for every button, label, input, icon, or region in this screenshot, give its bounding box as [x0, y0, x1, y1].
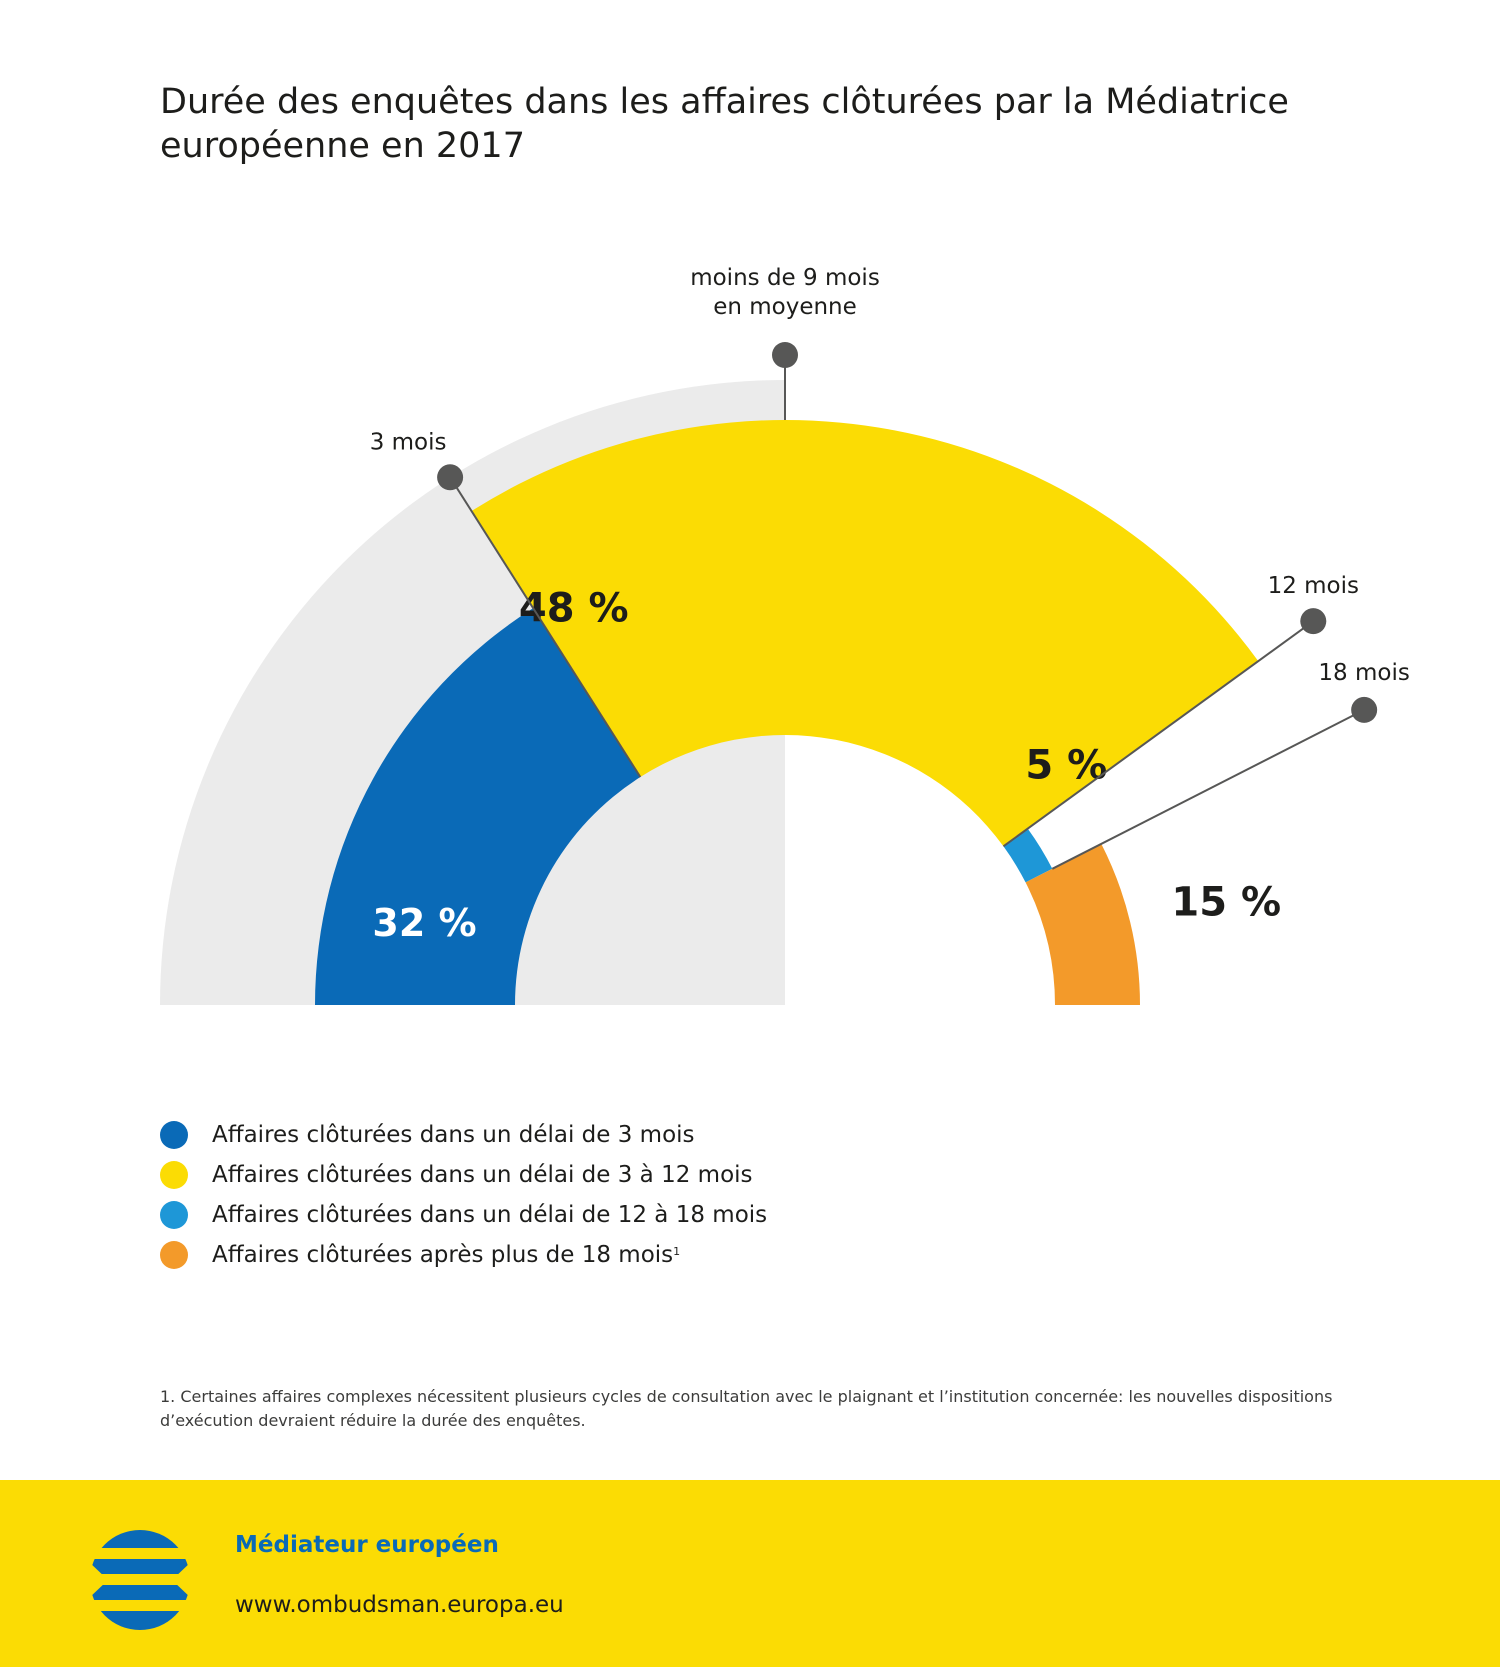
organization-name: Médiateur européen	[235, 1532, 499, 1558]
legend-item: Affaires clôturées après plus de 18 mois…	[160, 1235, 767, 1275]
marker-dot-12-mois	[1300, 608, 1327, 635]
legend-swatch	[160, 1201, 188, 1229]
segment-value-label-4: 15 %	[1171, 879, 1281, 925]
chart-title: Durée des enquêtes dans les affaires clô…	[160, 82, 1289, 166]
legend-swatch	[160, 1241, 188, 1269]
segment-value-label-1: 32 %	[372, 901, 476, 945]
legend-swatch	[160, 1121, 188, 1149]
segment-2	[471, 420, 1259, 847]
legend-swatch	[160, 1161, 188, 1189]
footer: Médiateur européen www.ombudsman.europa.…	[0, 1480, 1500, 1667]
marker-dot-18-mois	[1351, 696, 1378, 723]
leader-line-3-mois	[449, 476, 642, 778]
leader-line-18-mois	[1051, 709, 1365, 870]
legend-label: Affaires clôturées après plus de 18 mois	[212, 1242, 674, 1268]
legend-item: Affaires clôturées dans un délai de 12 à…	[160, 1195, 767, 1235]
leader-line-12-mois	[1002, 620, 1314, 848]
legend-item: Affaires clôturées dans un délai de 3 mo…	[160, 1115, 767, 1155]
website-url[interactable]: www.ombudsman.europa.eu	[235, 1592, 564, 1618]
legend-label: Affaires clôturées dans un délai de 3 à …	[212, 1162, 753, 1188]
segment-3	[1003, 828, 1053, 883]
marker-dot-3-mois	[437, 464, 464, 491]
annotation-12-mois: 12 mois	[1268, 573, 1359, 599]
european-ombudsman-logo-icon	[88, 1530, 192, 1630]
legend-label: Affaires clôturées dans un délai de 12 à…	[212, 1202, 768, 1228]
segment-value-label-2: 48 %	[519, 586, 629, 632]
annotation-3-mois: 3 mois	[370, 429, 447, 455]
segment-4	[1025, 843, 1140, 1005]
annotation-moins-de-9-mois-line-2: en moyenne	[713, 294, 857, 320]
annotation-moins-de-9-mois-line-1: moins de 9 mois	[690, 265, 880, 291]
footnote-reference: 1	[673, 1244, 681, 1258]
legend-label: Affaires clôturées dans un délai de 3 mo…	[212, 1122, 695, 1148]
footnote: 1. Certaines affaires complexes nécessit…	[160, 1387, 1333, 1430]
segment-1	[315, 608, 641, 1005]
segment-value-label-3: 5 %	[1025, 743, 1107, 789]
annotation-18-mois: 18 mois	[1318, 660, 1409, 686]
half-donut-chart: 32 % 48 % 5 % 15 % 3 mois moins de 9 mois en m…	[160, 265, 1410, 1005]
legend-item: Affaires clôturées dans un délai de 3 à …	[160, 1155, 767, 1195]
marker-dot-moins-de-9-mois	[772, 342, 798, 368]
legend: Affaires clôturées dans un délai de 3 mo…	[160, 1115, 767, 1275]
